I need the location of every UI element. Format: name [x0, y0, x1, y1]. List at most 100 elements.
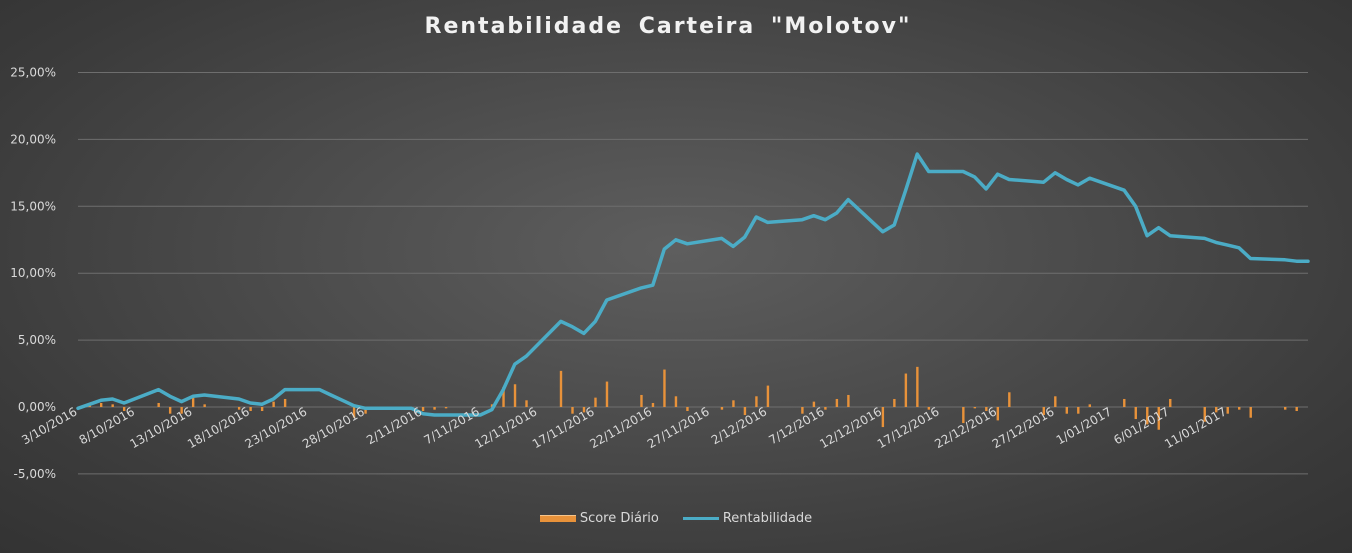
bar-score-diario: [272, 401, 275, 407]
y-tick-label: 15,00%: [10, 199, 56, 213]
bar-score-diario: [191, 397, 195, 407]
x-tick-label: 2/11/2016: [364, 404, 424, 447]
bar-score-diario: [686, 407, 689, 412]
bar-score-diario: [1008, 392, 1011, 407]
bar-score-diario: [582, 407, 586, 413]
legend-item-rentabilidade: Rentabilidade: [682, 511, 812, 526]
bar-score-diario: [1203, 407, 1206, 422]
bar-score-diario: [1157, 407, 1160, 430]
bar-score-diario: [364, 407, 367, 414]
bar-score-diario: [640, 394, 643, 407]
x-tick-label: 13/10/2016: [128, 404, 195, 451]
x-tick-label: 23/10/2016: [243, 404, 310, 451]
x-tick-label: 2/12/2016: [709, 404, 769, 447]
bar-score-diario: [1077, 407, 1080, 414]
x-tick-label: 28/10/2016: [300, 404, 367, 451]
x-tick-label: 12/11/2016: [472, 404, 539, 451]
x-tick-label: 27/11/2016: [645, 404, 712, 451]
bar-score-diario: [651, 402, 655, 407]
legend-swatch-rentabilidade: [682, 517, 719, 520]
bar-score-diario: [433, 407, 436, 410]
bar-score-diario: [260, 407, 264, 412]
bar-score-diario: [249, 407, 252, 412]
bar-score-diario: [1065, 407, 1068, 414]
bar-score-diario: [755, 396, 758, 407]
bar-score-diario: [203, 404, 206, 407]
chart-legend: Score Diário Rentabilidade: [0, 511, 1352, 526]
series-rentabilidade: [76, 152, 1310, 417]
y-tick-label: 25,00%: [10, 66, 56, 80]
bar-score-diario: [732, 400, 735, 407]
bar-score-diario: [996, 407, 1000, 421]
bar-score-diario: [1088, 404, 1091, 407]
bar-score-diario: [1238, 407, 1241, 410]
bar-score-diario: [1226, 407, 1229, 414]
bar-score-diario: [490, 404, 494, 407]
bar-score-diario: [1284, 407, 1287, 410]
bar-score-diario: [720, 407, 724, 410]
bar-score-diario: [743, 407, 747, 416]
bar-score-diario: [812, 401, 816, 407]
bar-score-diario: [502, 386, 505, 407]
bar-score-diario: [157, 402, 160, 407]
y-tick-label: -5,00%: [14, 467, 56, 481]
bar-score-diario: [904, 373, 908, 407]
bar-score-diario: [1295, 407, 1298, 412]
legend-item-score-diario: Score Diário: [539, 511, 659, 526]
bar-score-diario: [1042, 407, 1046, 416]
x-tick-label: 22/11/2016: [587, 404, 654, 451]
bar-score-diario: [1134, 407, 1137, 420]
legend-swatch-score-diario: [539, 515, 576, 522]
bar-score-diario: [674, 396, 678, 407]
bar-score-diario: [605, 381, 609, 407]
series-score-diario: [88, 366, 1298, 430]
x-tick-label: 18/10/2016: [185, 404, 252, 451]
x-tick-label: 22/12/2016: [932, 404, 999, 451]
bar-score-diario: [1123, 398, 1126, 407]
bar-score-diario: [283, 398, 287, 407]
bar-score-diario: [962, 407, 965, 424]
bar-score-diario: [111, 404, 114, 407]
bar-score-diario: [237, 407, 241, 410]
bar-score-diario: [352, 407, 356, 418]
y-axis-tick-labels: -5,00% 0,00% 5,00% 10,00% 15,00% 20,00% 25,00%: [10, 66, 56, 481]
bar-score-diario: [1169, 398, 1172, 407]
bar-score-diario: [99, 402, 103, 407]
bar-score-diario: [421, 407, 425, 412]
x-tick-label: 12/12/2016: [817, 404, 884, 451]
x-tick-label: 11/01/2017: [1162, 404, 1229, 451]
y-tick-label: 10,00%: [10, 266, 56, 280]
bar-score-diario: [525, 400, 528, 407]
x-tick-label: 17/12/2016: [875, 404, 942, 451]
bar-score-diario: [916, 366, 919, 407]
bar-score-diario: [513, 384, 517, 407]
bar-score-diario: [571, 407, 574, 414]
bar-score-diario: [824, 407, 827, 410]
bar-score-diario: [444, 407, 448, 409]
y-tick-label: 0,00%: [18, 400, 56, 414]
y-tick-label: 20,00%: [10, 132, 56, 146]
bar-score-diario: [973, 407, 977, 409]
line-rentabilidade: [76, 152, 1310, 417]
bar-score-diario: [847, 394, 850, 407]
bar-score-diario: [168, 407, 172, 414]
bar-score-diario: [766, 385, 770, 407]
bar-score-diario: [927, 407, 931, 410]
chart-title: Rentabilidade Carteira "Molotov": [424, 14, 912, 39]
gridlines: [78, 72, 1308, 475]
bar-score-diario: [122, 407, 126, 412]
bar-score-diario: [1215, 407, 1218, 413]
bar-score-diario: [180, 407, 183, 414]
legend-label-score-diario: Score Diário: [579, 511, 659, 526]
x-axis-tick-labels: 3/10/20168/10/201613/10/201618/10/201623…: [19, 404, 1229, 451]
x-tick-label: 1/01/2017: [1054, 404, 1114, 447]
bar-score-diario: [559, 370, 563, 407]
bar-score-diario: [881, 407, 885, 428]
x-tick-label: 27/12/2016: [990, 404, 1057, 451]
bar-score-diario: [1146, 407, 1149, 425]
y-tick-label: 5,00%: [18, 333, 56, 347]
bar-score-diario: [1249, 407, 1252, 418]
bar-score-diario: [835, 398, 839, 407]
